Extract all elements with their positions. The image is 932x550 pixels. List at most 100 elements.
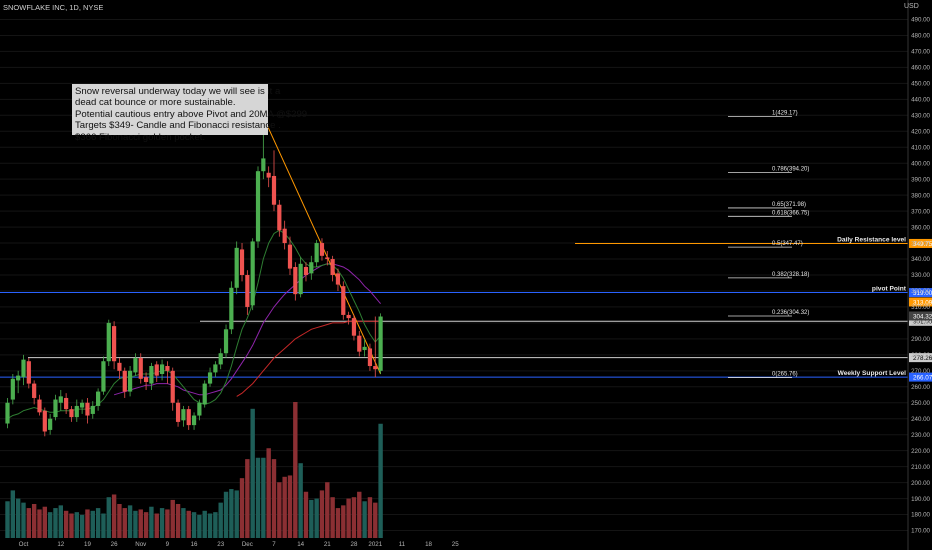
price-tick-label: 370.00 [911,208,930,215]
candle-body [298,263,303,295]
volume-bar [149,506,154,538]
candle-body [314,243,319,263]
candle-body [309,262,314,274]
candle-body [255,171,261,242]
price-tick-label: 270.00 [911,368,930,375]
volume-bar [26,508,32,538]
candle-body [266,172,271,178]
candle-body [127,370,133,392]
grid [0,18,908,532]
candle-body [325,257,330,260]
price-tick-label: 330.00 [911,272,930,279]
candle-body [117,362,122,371]
volume-bar [207,513,213,538]
volume-bar [271,459,277,538]
volume-bar [303,491,309,538]
time-tick-label: 25 [452,541,459,548]
candle-body [351,318,357,336]
volume-bar [15,498,21,538]
fib-label: 0.618(366.75) [772,210,809,216]
volume-bar [191,512,197,538]
volume-bar [85,509,90,538]
volume-bar [175,504,181,538]
candle-body [74,405,79,418]
volume-bar [138,509,143,538]
candle-body [293,267,298,295]
volume-bar [223,491,229,538]
candle-body [69,409,74,418]
candle-body [64,397,69,410]
time-tick-label: 28 [351,541,358,548]
volume-bar [346,498,351,538]
volume-bar [261,457,266,538]
price-tick-label: 260.00 [911,384,930,391]
volume-bar [351,497,357,538]
price-tick-label: 430.00 [911,112,930,119]
candle-body [346,314,351,319]
time-tick-label: 9 [166,541,170,548]
volume-bar [37,509,42,538]
candle-body [159,364,165,375]
price-tick-label: 290.00 [911,336,930,343]
volume-bar [218,502,223,538]
price-badge [909,297,932,307]
candle-body [133,358,138,373]
volume-bar [165,509,170,538]
price-tick-label: 380.00 [911,192,930,199]
time-tick-label: 18 [425,541,432,548]
level-badge-text: 301.00 [913,319,932,326]
candle-body [154,364,159,376]
level-badge-text: 349.75 [913,241,932,248]
volume-bar [255,457,261,538]
volume-bar [330,497,335,538]
fib-label: 0.236(304.32) [772,310,809,316]
volume-bar [101,513,106,538]
time-tick-label: 26 [111,541,118,548]
candle-body [213,364,218,373]
time-axis: Oct 12 19 26 Nov 9 16 23 Dec 7 14 21 28 2021 11 18 25 [19,541,460,548]
price-tick-label: 280.00 [911,352,930,359]
candle-body [378,316,383,371]
currency-label: USD [904,3,919,10]
volume-bar [277,482,282,538]
price-tick-label: 340.00 [911,256,930,263]
time-tick-label: 12 [57,541,64,548]
time-tick-label: 23 [217,541,224,548]
price-axis: 313.09 304.32 490.00 480.00 470.00 460.00 450.… [907,0,932,550]
time-tick-label: 21 [324,541,331,548]
candle-body [330,259,335,275]
price-tick-label: 190.00 [911,496,930,503]
candle-body [373,366,378,370]
level-badge-text: 266.07 [913,374,932,381]
note-line: Snow reversal underway today we will see… [75,86,281,97]
candle-body [106,322,111,362]
volume-bar [58,505,63,538]
level-badge-text: 278.26 [913,355,932,362]
price-badge-text: 304.32 [913,313,932,320]
candle-body [250,241,255,306]
time-tick-label: 11 [399,541,406,548]
candle-body [197,402,202,416]
volume-bar [298,463,303,538]
volume-bar [319,490,325,538]
volume-bar [282,476,287,538]
volume-bar [213,512,218,538]
annotation-note[interactable]: Snow reversal underway today we will see… [72,84,307,143]
price-tick-label: 360.00 [911,224,930,231]
volume-bar [341,505,346,538]
level-badge [909,238,932,248]
candle-body [277,204,282,231]
candle-body [112,326,117,362]
candle-body [303,267,309,275]
level-badge [909,316,932,326]
candle-body [85,402,90,416]
volume-bar [186,510,191,538]
candlesticks [5,115,383,437]
volume-bar [143,512,149,538]
volume-bar [170,499,175,538]
candle-body [362,346,367,351]
price-badge-text: 313.09 [913,299,932,306]
candle-body [261,158,266,172]
